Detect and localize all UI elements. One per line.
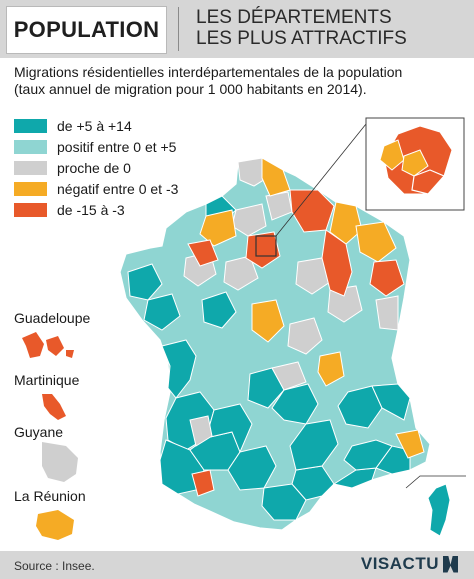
header-divider: [178, 7, 179, 51]
dept-region: [343, 439, 393, 471]
footer-bar: Source : Insee. VISACTU: [0, 551, 474, 579]
source-note: Source : Insee.: [14, 559, 95, 573]
page-subtitle: LES DÉPARTEMENTS LES PLUS ATTRACTIFS: [196, 7, 407, 49]
legend-swatch: [14, 119, 47, 133]
dept-region: [287, 317, 323, 355]
legend-label: de +5 à +14: [57, 118, 132, 134]
map-description: Migrations résidentielles interdéparteme…: [14, 64, 454, 98]
header-bar: POPULATION LES DÉPARTEMENTS LES PLUS ATT…: [0, 0, 474, 58]
dept-region: [332, 467, 377, 489]
dept-region: [189, 415, 213, 447]
corsica-frame: [405, 475, 466, 489]
dept-region: [321, 229, 353, 297]
legend-item-negative: négatif entre 0 et -3: [14, 179, 178, 199]
dept-region: [161, 339, 197, 399]
legend-swatch: [14, 182, 47, 196]
page-title: POPULATION: [6, 6, 167, 54]
dept-region: [247, 367, 285, 409]
dept-region: [395, 429, 425, 459]
dept-region: [201, 291, 237, 329]
dept-region: [329, 201, 363, 245]
inset-connector: [275, 123, 367, 237]
inset-dept: [379, 139, 405, 171]
legend-swatch: [14, 161, 47, 175]
dept-region: [369, 259, 405, 297]
paris-locator-box: [255, 235, 277, 257]
dept-region: [271, 361, 307, 391]
dept-region: [295, 257, 331, 295]
dept-region: [143, 293, 181, 331]
dept-region: [317, 351, 345, 387]
guadeloupe-label: Guadeloupe: [14, 310, 91, 326]
dept-region: [251, 299, 285, 343]
guyane-label: Guyane: [14, 424, 64, 440]
brand-logo: VISACTU: [361, 554, 458, 574]
reunion-shape: [36, 510, 74, 540]
dept-region: [371, 383, 411, 421]
dept-region: [127, 263, 163, 301]
subtitle-line-1: LES DÉPARTEMENTS: [196, 7, 392, 28]
legend-label: positif entre 0 et +5: [57, 139, 177, 155]
brand-name: VISACTU: [360, 554, 439, 573]
legend-item-high-positive: de +5 à +14: [14, 116, 178, 136]
legend-item-high-negative: de -15 à -3: [14, 200, 178, 220]
dept-region: [375, 295, 399, 331]
guyane-shape: [42, 442, 78, 482]
subtitle-line-2: LES PLUS ATTRACTIFS: [196, 28, 407, 49]
legend-label: proche de 0: [57, 160, 131, 176]
description-line-1: Migrations résidentielles interdéparteme…: [14, 64, 403, 80]
dept-region: [261, 157, 291, 197]
legend-item-positive: positif entre 0 et +5: [14, 137, 178, 157]
dept-region: [289, 419, 339, 471]
legend-label: négatif entre 0 et -3: [57, 181, 179, 197]
legend-swatch: [14, 140, 47, 154]
dept-region: [327, 285, 363, 323]
dept-region: [199, 209, 237, 247]
brand-mark-icon: [443, 555, 458, 573]
legend-item-neutral: proche de 0: [14, 158, 178, 178]
dept-region: [187, 239, 219, 267]
inset-dept: [401, 149, 429, 177]
dept-region: [355, 221, 397, 263]
corsica: [427, 483, 451, 537]
legend: de +5 à +14 positif entre 0 et +5 proche…: [14, 116, 178, 221]
dept-region: [191, 469, 215, 497]
martinique-shape: [42, 394, 66, 420]
guadeloupe-shape: [22, 332, 74, 358]
description-line-2: (taux annuel de migration pour 1 000 hab…: [14, 81, 367, 97]
reunion-label: La Réunion: [14, 488, 86, 504]
dept-region: [245, 231, 281, 269]
legend-swatch: [14, 203, 47, 217]
inset-dept: [411, 169, 446, 195]
martinique-label: Martinique: [14, 372, 80, 388]
legend-label: de -15 à -3: [57, 202, 125, 218]
